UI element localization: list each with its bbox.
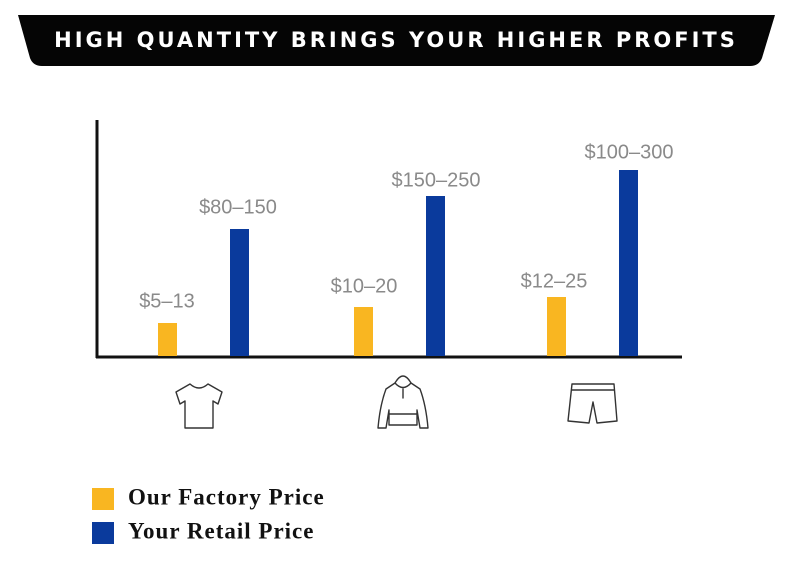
retail-price: $80–150: [199, 196, 277, 218]
retail-price: $100–300: [585, 141, 674, 163]
hoodie-icon: [377, 375, 429, 429]
legend-label: Your Retail Price: [128, 518, 314, 543]
retail-bar: [619, 170, 638, 356]
retail-bar: [230, 229, 249, 356]
factory-bar: [547, 297, 566, 356]
factory-bar: [158, 323, 177, 356]
factory-price: $5–13: [139, 290, 195, 312]
tshirt-icon: [175, 383, 223, 429]
factory-bar: [354, 307, 373, 356]
retail-price: $150–250: [392, 169, 481, 191]
legend-label: Our Factory Price: [128, 484, 325, 509]
shorts-icon: [567, 383, 618, 424]
banner: [18, 15, 775, 66]
banner-title: HIGH QUANTITY BRINGS YOUR HIGHER PROFITS: [54, 28, 738, 52]
factory-price: $10–20: [331, 275, 398, 297]
factory-price: $12–25: [521, 270, 588, 292]
legend-swatch: [92, 522, 114, 544]
retail-bar: [426, 196, 445, 356]
legend-swatch: [92, 488, 114, 510]
